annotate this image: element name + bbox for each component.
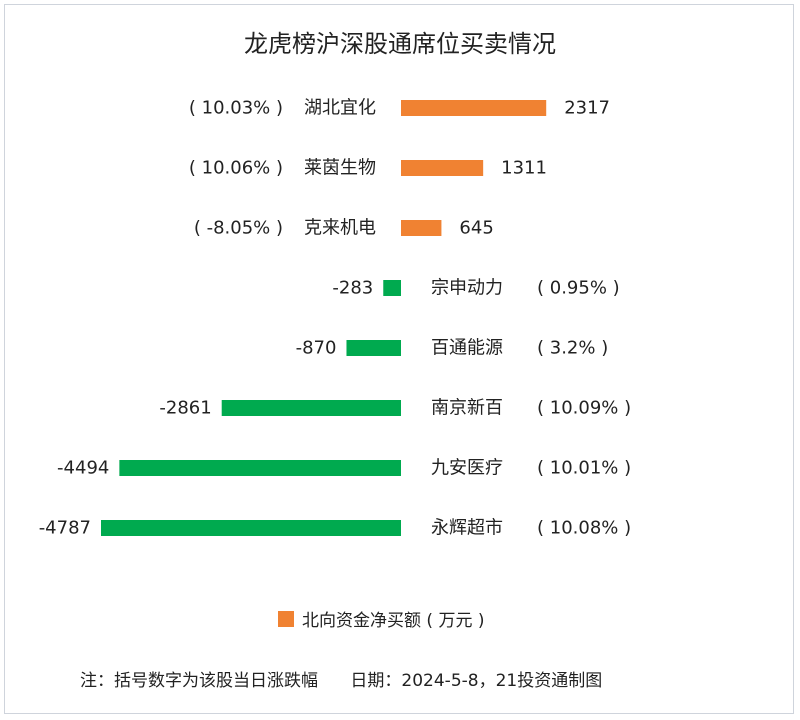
pct-label: ( 3.2% ): [537, 338, 608, 359]
data-label: -283: [332, 278, 373, 299]
pct-label: ( 0.95% ): [537, 278, 620, 299]
data-label: 645: [459, 218, 493, 239]
category-label: 莱茵生物: [304, 158, 376, 179]
category-label: 百通能源: [431, 338, 503, 359]
pct-label: ( 10.01% ): [537, 458, 631, 479]
chart-frame: [4, 4, 794, 714]
category-label: 永辉超市: [431, 518, 503, 539]
pct-label: ( 10.09% ): [537, 398, 631, 419]
pct-label: ( 10.06% ): [189, 158, 283, 179]
legend: 北向资金净买额 ( 万元 ): [278, 606, 484, 631]
bar: [401, 100, 547, 116]
bar: [101, 520, 401, 536]
data-label: -4787: [39, 518, 91, 539]
chart-title: 龙虎榜沪深股通席位买卖情况: [244, 30, 556, 58]
category-label: 克来机电: [304, 218, 376, 239]
bar: [221, 400, 401, 416]
bar: [119, 460, 401, 476]
pct-label: ( -8.05% ): [194, 218, 283, 239]
category-label: 九安医疗: [431, 458, 503, 479]
bar: [383, 280, 401, 296]
pct-label: ( 10.08% ): [537, 518, 631, 539]
legend-swatch: [278, 610, 294, 627]
category-label: 湖北宜化: [304, 98, 376, 119]
pct-label: ( 10.03% ): [189, 98, 283, 119]
category-label: 宗申动力: [431, 278, 503, 299]
footnote: 注：括号数字为该股当日涨跌幅 日期：2024-5-8，21投资通制图: [80, 671, 603, 691]
bar-chart: 2317 湖北宜化 ( 10.03% ) 1311 莱茵生物 ( 10.06% ) 645 克…: [39, 98, 631, 539]
category-label: 南京新百: [431, 398, 503, 419]
bar: [346, 340, 401, 356]
bar: [401, 220, 442, 236]
data-label: -870: [296, 338, 337, 359]
data-label: -4494: [57, 458, 109, 479]
bar: [401, 160, 484, 176]
legend-label: 北向资金净买额 ( 万元 ): [302, 611, 485, 631]
data-label: 1311: [501, 158, 547, 179]
data-label: -2861: [159, 398, 211, 419]
data-label: 2317: [564, 98, 610, 119]
